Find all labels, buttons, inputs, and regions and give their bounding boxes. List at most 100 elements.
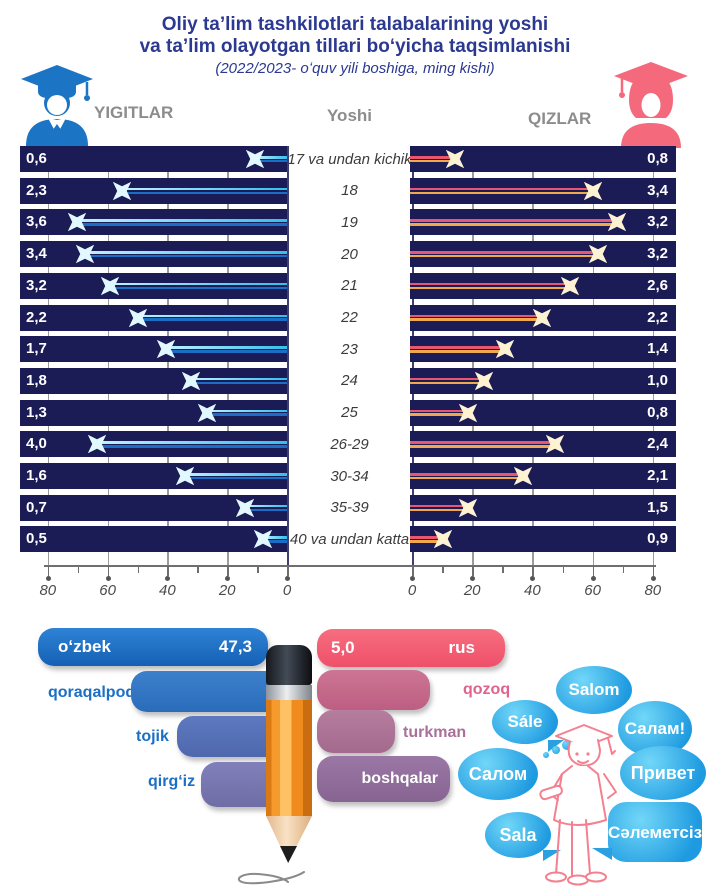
- male-line-top: [165, 346, 287, 349]
- female-line-top: [410, 473, 524, 476]
- language-value-uzbek: 47,3: [218, 637, 252, 656]
- male-bar: [20, 367, 287, 394]
- speech-bubble-salemetsiz: Сәлеметсіз: [608, 802, 702, 862]
- page-title: Oliy ta’lim tashkilotlari talabalarining…: [0, 14, 710, 58]
- male-line-bottom: [77, 223, 287, 226]
- language-bar-turkman: [317, 710, 395, 753]
- age-label: 20: [341, 245, 358, 263]
- axis-label-left: 40: [159, 582, 176, 599]
- male-line-bottom: [109, 286, 287, 290]
- female-value: 2,6: [647, 276, 668, 294]
- age-label: 35-39: [330, 499, 369, 517]
- female-line-bottom: [410, 318, 543, 321]
- axis-dot-left: [45, 576, 51, 581]
- axis-label-left: 60: [99, 582, 116, 599]
- male-bar: [20, 463, 287, 489]
- male-value: 4,0: [26, 435, 47, 453]
- female-line-bottom: [410, 286, 571, 290]
- language-label-turkman: turkman: [403, 724, 467, 741]
- male-value: 1,7: [26, 340, 47, 358]
- axis-dot-right: [590, 576, 596, 581]
- title-line1: Oliy ta’lim tashkilotlari talabalarining…: [161, 14, 549, 35]
- age-label: 40 va undan katta: [289, 530, 410, 548]
- axis-minor-tick-left: [137, 567, 139, 573]
- pencil-squiggle-line: [237, 871, 305, 885]
- female-bar: [410, 463, 676, 489]
- male-line-top: [77, 219, 287, 222]
- male-line-bottom: [84, 254, 287, 258]
- female-line-top: [410, 409, 468, 413]
- pencil-cap: [266, 645, 312, 685]
- female-line-bottom: [410, 445, 555, 448]
- male-line-top: [109, 282, 287, 286]
- speech-bubble-sala: Sala: [485, 812, 551, 858]
- female-value: 3,2: [647, 213, 668, 231]
- male-line-bottom: [255, 159, 287, 163]
- age-label: 30-34: [330, 467, 369, 485]
- axis-label-right: 60: [584, 582, 601, 599]
- language-bar-qoraqalpoq: [131, 671, 291, 712]
- male-graduate-icon: [21, 65, 93, 146]
- female-bar: [410, 367, 676, 394]
- female-line-bottom: [410, 381, 484, 385]
- female-line-top: [410, 441, 555, 444]
- language-bar-rus: 5,0 rus: [317, 629, 505, 667]
- male-bar: [20, 399, 287, 426]
- female-line-bottom: [410, 350, 505, 353]
- axis-minor-tick-right: [442, 567, 444, 573]
- male-line-top: [97, 441, 287, 444]
- axis-tick-left: [167, 567, 169, 576]
- female-line-bottom: [410, 413, 468, 416]
- axis-tick-right: [652, 567, 655, 576]
- male-line-bottom: [165, 350, 287, 353]
- female-value: 0,8: [647, 150, 668, 167]
- female-line-top: [410, 377, 484, 381]
- male-line-top: [121, 187, 287, 191]
- female-bar: [410, 241, 676, 268]
- pencil-body: [266, 700, 312, 816]
- language-label-qozoq: qozoq: [463, 681, 511, 698]
- male-value: 2,2: [26, 308, 47, 326]
- female-bar: [410, 526, 676, 553]
- female-line-top: [410, 504, 468, 508]
- female-value: 1,4: [647, 340, 668, 358]
- female-value: 2,2: [647, 308, 668, 326]
- male-line-bottom: [191, 381, 287, 385]
- axis-dot-left: [225, 576, 231, 581]
- male-bar: [20, 209, 287, 236]
- female-line-top: [410, 282, 571, 286]
- female-line-bottom: [410, 223, 617, 226]
- axis-dot-right: [410, 576, 415, 581]
- male-line-bottom: [138, 318, 287, 321]
- male-line-top: [185, 473, 287, 476]
- female-line-top: [410, 219, 617, 222]
- female-line-top: [410, 187, 593, 191]
- female-line-top: [410, 346, 505, 349]
- male-line-bottom: [185, 476, 287, 480]
- axis-minor-tick-left: [77, 567, 80, 573]
- axis-dot-right: [530, 576, 536, 581]
- female-value: 0,8: [647, 403, 668, 421]
- speech-bubble-sale: Sále: [492, 700, 558, 744]
- male-value: 0,5: [26, 530, 47, 548]
- female-bar: [410, 399, 676, 426]
- axis-minor-tick-left: [257, 567, 259, 573]
- age-label: 23: [341, 340, 358, 358]
- female-line-bottom: [410, 254, 599, 258]
- male-line-top: [263, 536, 287, 539]
- language-label-uzbek: oʻzbek: [58, 637, 111, 656]
- language-bar-uzbek: oʻzbek 47,3: [38, 628, 268, 666]
- axis-tick-right: [532, 567, 534, 576]
- female-line-bottom: [410, 159, 456, 163]
- age-label: 25: [341, 404, 358, 422]
- axis-dot-left: [285, 576, 290, 581]
- axis-minor-tick-left: [197, 567, 199, 573]
- male-line-top: [191, 377, 287, 381]
- axis-label-left: 0: [282, 582, 292, 599]
- female-line-bottom: [410, 540, 443, 543]
- female-value: 2,1: [647, 467, 668, 484]
- male-line-top: [206, 409, 287, 413]
- axis-dot-left: [165, 576, 171, 581]
- axis-label-right: 20: [463, 582, 481, 599]
- male-line-bottom: [206, 413, 287, 416]
